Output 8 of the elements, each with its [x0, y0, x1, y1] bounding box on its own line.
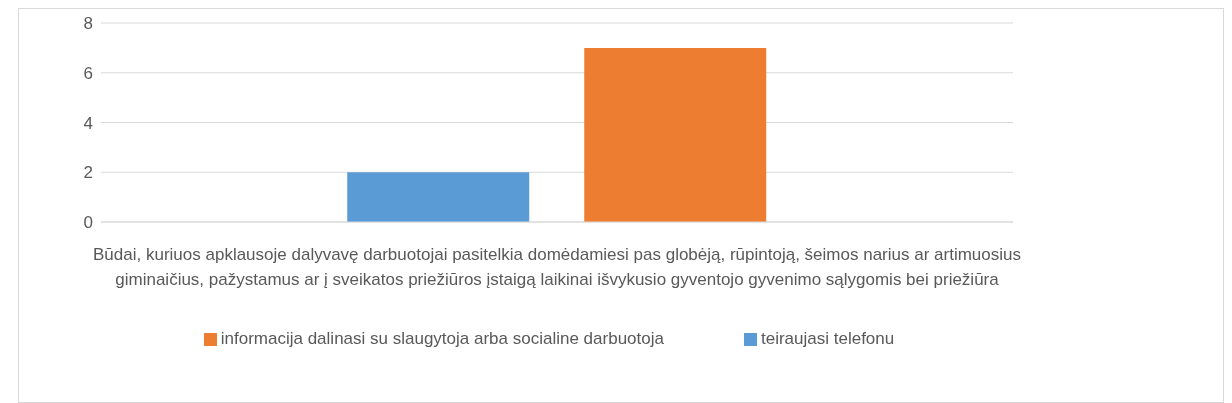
y-tick-label: 4 — [83, 113, 93, 133]
y-tick-label: 8 — [83, 14, 93, 34]
y-tick-label: 2 — [83, 163, 93, 183]
legend-label: teiraujasi telefonu — [760, 329, 895, 348]
x-tick-label: Būdai, kuriuos apklausoje dalyvavę darbuotojai pasitelkia domėdamiesi pas globėją, rūpintoją, šeimos narius ar artimuosius giminaičius, pažystamus ar į sveikatos priežiūros įstaigą laikinai išvykusio gyventojo gyvenimo sąlygomis bei priežiūra — [93, 245, 1021, 290]
y-tick-label: 0 — [83, 213, 93, 233]
y-tick-label: 6 — [83, 63, 93, 83]
legend-label: informacija dalinasi su slaugytoja arba socialine darbuotoja — [220, 329, 664, 348]
